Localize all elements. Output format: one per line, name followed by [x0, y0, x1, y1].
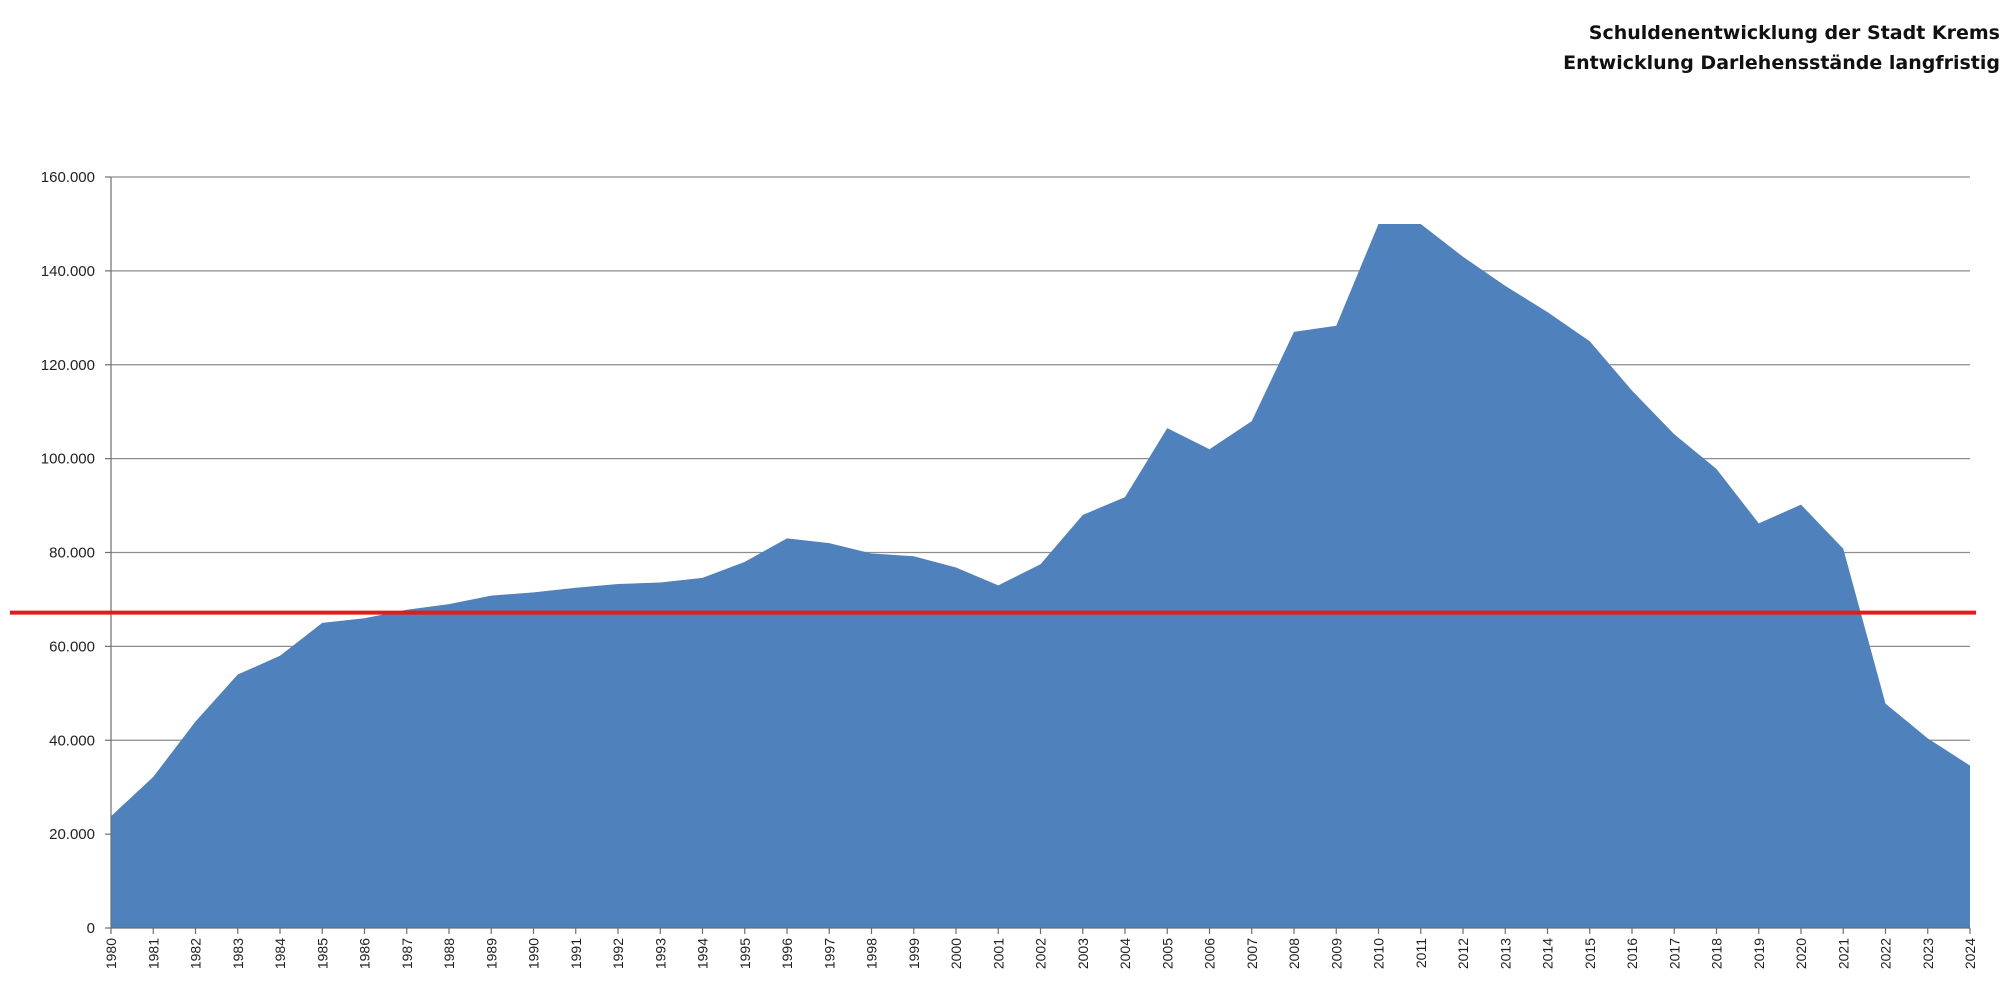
x-tick-label: 2011	[1413, 938, 1429, 968]
x-tick-label: 1986	[357, 938, 373, 969]
axes	[105, 176, 1971, 934]
x-tick-label: 1996	[779, 938, 795, 969]
x-tick-label: 2022	[1878, 938, 1894, 969]
y-tick-label: 80.000	[49, 545, 95, 562]
x-tick-label: 2024	[1962, 938, 1978, 969]
x-tick-label: 1984	[272, 938, 288, 969]
x-tick-label: 2000	[948, 938, 964, 969]
x-tick-label: 2021	[1835, 938, 1851, 969]
x-tick-label: 2004	[1117, 938, 1133, 969]
x-tick-label: 1998	[864, 938, 880, 969]
x-tick-label: 2002	[1033, 938, 1049, 969]
x-tick-label: 1987	[399, 938, 415, 969]
chart-title-block: Schuldenentwicklung der Stadt Krems Entw…	[1563, 18, 2000, 78]
x-tick-label: 2023	[1920, 938, 1936, 969]
chart-subtitle: Entwicklung Darlehensstände langfristig	[1563, 52, 2000, 74]
x-tick-label: 2015	[1582, 938, 1598, 969]
x-tick-label: 2016	[1624, 938, 1640, 969]
x-tick-label: 2003	[1075, 938, 1091, 969]
x-tick-label: 1990	[526, 938, 542, 969]
data-area	[111, 223, 1970, 928]
x-tick-label: 2006	[1202, 938, 1218, 969]
x-tick-label: 1997	[821, 938, 837, 969]
x-tick-label: 2018	[1709, 938, 1725, 969]
x-tick-label: 1993	[652, 938, 668, 969]
x-tick-label: 1994	[695, 938, 711, 969]
x-tick-label: 1988	[441, 938, 457, 969]
x-tick-label: 2012	[1455, 938, 1471, 969]
x-tick-label: 1980	[103, 938, 119, 969]
x-tick-label: 2020	[1793, 938, 1809, 969]
y-tick-label: 60.000	[49, 638, 95, 655]
y-tick-labels: 0 20.000 40.000 60.000 80.000 100.000 120.000 1…	[41, 169, 95, 937]
x-tick-label: 1985	[314, 938, 330, 969]
x-tick-label: 2017	[1666, 938, 1682, 969]
x-tick-label: 1989	[483, 938, 499, 969]
x-tick-label: 1982	[188, 938, 204, 969]
x-tick-label: 1983	[230, 938, 246, 969]
y-tick-label: 100.000	[41, 451, 95, 468]
x-tick-labels: 1980 1981 1982 1983 1984 1985 1986 1987 1988 1989…	[103, 938, 1978, 969]
x-tick-label: 2019	[1751, 938, 1767, 969]
x-tick-label: 2007	[1244, 938, 1260, 969]
y-tick-label: 140.000	[41, 263, 95, 280]
y-tick-label: 0	[87, 920, 95, 937]
x-tick-label: 2008	[1286, 938, 1302, 969]
x-tick-label: 1981	[145, 938, 161, 969]
x-tick-label: 1999	[906, 938, 922, 969]
y-tick-label: 20.000	[49, 826, 95, 843]
x-tick-label: 2010	[1371, 938, 1387, 969]
x-tick-label: 1995	[737, 938, 753, 969]
x-tick-label: 2009	[1328, 938, 1344, 969]
x-tick-label: 2005	[1159, 938, 1175, 969]
y-tick-label: 40.000	[49, 732, 95, 749]
x-tick-label: 2014	[1540, 938, 1556, 969]
x-tick-label: 1992	[610, 938, 626, 969]
y-tick-label: 160.000	[41, 169, 95, 186]
area-series	[111, 223, 1970, 928]
x-tick-label: 1991	[568, 938, 584, 969]
x-tick-label: 2013	[1497, 938, 1513, 969]
y-tick-label: 120.000	[41, 357, 95, 374]
x-tick-label: 2001	[990, 938, 1006, 969]
chart-title: Schuldenentwicklung der Stadt Krems	[1588, 22, 2000, 44]
